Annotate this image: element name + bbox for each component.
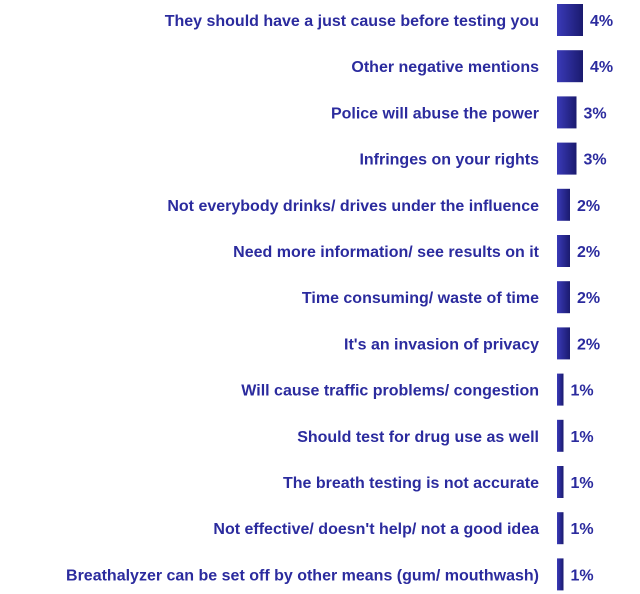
bar [557,50,583,83]
value-label: 1% [571,383,594,400]
category-label: It's an invasion of privacy [344,336,539,353]
bar [557,142,577,175]
bar [557,466,564,498]
category-label: Should test for drug use as well [297,429,539,446]
value-label: 2% [577,244,600,261]
bar [557,281,570,314]
value-label: 3% [584,105,607,122]
value-label: 2% [577,290,600,307]
category-label: Need more information/ see results on it [233,244,540,261]
category-label: Not everybody drinks/ drives under the i… [167,198,539,215]
category-label: Will cause traffic problems/ congestion [241,383,539,400]
value-label: 1% [571,429,594,446]
value-labels: 4% 4% 3% 3% 2% 2% 2% 2% 1% 1% 1% 1% 1% [571,13,614,584]
category-label: They should have a just cause before tes… [165,13,539,30]
value-label: 1% [571,567,594,584]
value-label: 2% [577,198,600,215]
category-label: Not effective/ doesn't help/ not a good … [213,521,539,538]
value-label: 1% [571,475,594,492]
bar [557,188,570,221]
value-label: 4% [590,59,613,76]
bars [557,4,583,591]
category-label: Other negative mentions [351,59,539,76]
bar [557,327,570,360]
bar [557,4,583,36]
category-label: The breath testing is not accurate [283,475,539,492]
value-label: 2% [577,336,600,353]
category-label: Police will abuse the power [331,105,539,122]
bar [557,419,564,452]
category-label: Time consuming/ waste of time [302,290,539,307]
bar [557,512,564,545]
bar [557,235,570,267]
category-label: Breathalyzer can be set off by other mea… [66,567,539,584]
bar [557,373,564,406]
value-label: 3% [584,152,607,169]
category-label: Infringes on your rights [359,152,539,169]
category-labels: They should have a just cause before tes… [66,13,540,584]
bar [557,96,577,129]
bar [557,558,564,591]
value-label: 1% [571,521,594,538]
value-label: 4% [590,13,613,30]
